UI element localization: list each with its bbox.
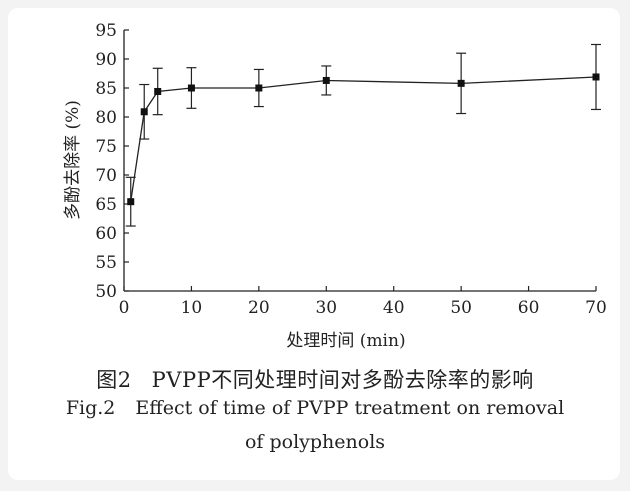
- data-point: [187, 84, 195, 92]
- y-tick-label: 65: [95, 195, 117, 215]
- x-axis-label: 处理时间 (min): [286, 331, 405, 351]
- figure-caption-en-line2: of polyphenols: [0, 431, 630, 453]
- x-tick-label: 20: [248, 298, 270, 318]
- y-tick-label: 95: [95, 21, 117, 41]
- caption-en-text-line2: of polyphenols: [244, 431, 386, 453]
- y-tick-label: 80: [95, 108, 117, 128]
- y-tick-label: 90: [95, 50, 117, 70]
- y-tick-label: 70: [95, 166, 117, 186]
- data-series: [125, 43, 601, 227]
- x-tick-label: 30: [315, 298, 337, 318]
- y-tick-label: 50: [95, 282, 117, 302]
- caption-cn-text: PVPP不同处理时间对多酚去除率的影响: [151, 368, 534, 392]
- y-axis-label: 多酚去除率 (%): [63, 100, 83, 220]
- x-tick-label: 40: [383, 298, 405, 318]
- data-point: [154, 87, 162, 95]
- data-point: [140, 108, 148, 116]
- data-point: [322, 76, 330, 84]
- y-tick-label: 55: [95, 253, 117, 273]
- series-line: [130, 76, 597, 202]
- data-point: [255, 84, 263, 92]
- data-point: [592, 73, 600, 81]
- x-tick-label: 0: [119, 298, 130, 318]
- x-tick-label: 60: [518, 298, 540, 318]
- caption-en-text-line1: Effect of time of PVPP treatment on remo…: [135, 397, 565, 419]
- data-point: [127, 198, 135, 206]
- axes: 50 55 60 65 70 75 80 85 90 95 0 10 20 30 40 50 60 70: [95, 21, 606, 318]
- y-tick-label: 60: [95, 224, 117, 244]
- figure-caption-cn: 图2 PVPP不同处理时间对多酚去除率的影响: [0, 364, 630, 394]
- caption-en-number: Fig.2: [65, 397, 116, 419]
- x-tick-label: 70: [585, 298, 607, 318]
- x-tick-label: 10: [181, 298, 203, 318]
- figure-panel: [8, 8, 620, 480]
- figure-caption-en: Fig.2 Effect of time of PVPP treatment on…: [0, 397, 630, 419]
- y-tick-label: 85: [95, 79, 117, 99]
- caption-cn-number: 图2: [96, 368, 132, 392]
- y-tick-label: 75: [95, 137, 117, 157]
- data-point: [457, 79, 465, 87]
- line-chart: 50 55 60 65 70 75 80 85 90 95 0 10 20 30 40 50 60 70 多酚去除…: [63, 21, 607, 351]
- x-tick-label: 50: [450, 298, 472, 318]
